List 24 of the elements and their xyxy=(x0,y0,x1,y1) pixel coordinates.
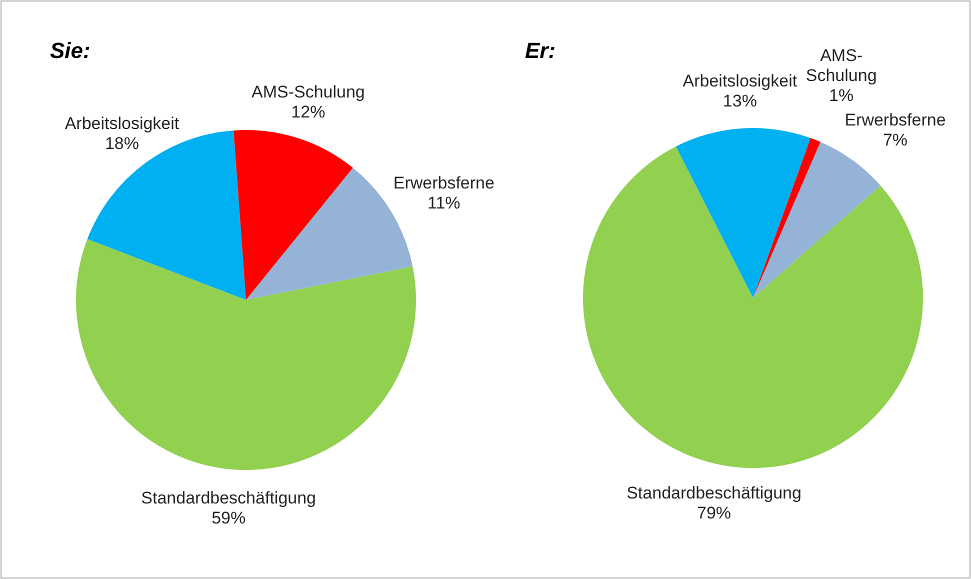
slice-label: Arbeitslosigkeit xyxy=(682,71,798,90)
data-label: 11% xyxy=(428,193,460,212)
data-label: 7% xyxy=(882,130,908,150)
chart-title: Er: xyxy=(525,38,556,63)
slice-label: AMS-Schulung xyxy=(806,46,877,85)
chart-title: Sie: xyxy=(50,38,90,63)
data-label: 18% xyxy=(104,134,139,154)
pie-slice xyxy=(234,130,353,300)
slice-label: Standardbeschäftigung xyxy=(141,488,316,508)
data-label: 79% xyxy=(697,503,732,522)
pie-slice xyxy=(583,146,923,468)
slice-label: Arbeitslosigkeit xyxy=(64,114,180,134)
pie-slice xyxy=(76,239,416,470)
slice-label: Standardbeschäftigung xyxy=(626,483,802,502)
data-label: 1% xyxy=(829,86,854,105)
pie-slice xyxy=(676,128,811,298)
pie-slice xyxy=(753,138,821,298)
slice-label: Erwerbsferne xyxy=(844,110,946,130)
data-label: 12% xyxy=(291,102,326,122)
data-label: 13% xyxy=(722,91,757,110)
data-label: 59% xyxy=(212,508,246,528)
slice-label: Erwerbsferne xyxy=(393,173,494,192)
pie-slice xyxy=(753,142,881,298)
slice-label: AMS-Schulung xyxy=(252,82,365,102)
